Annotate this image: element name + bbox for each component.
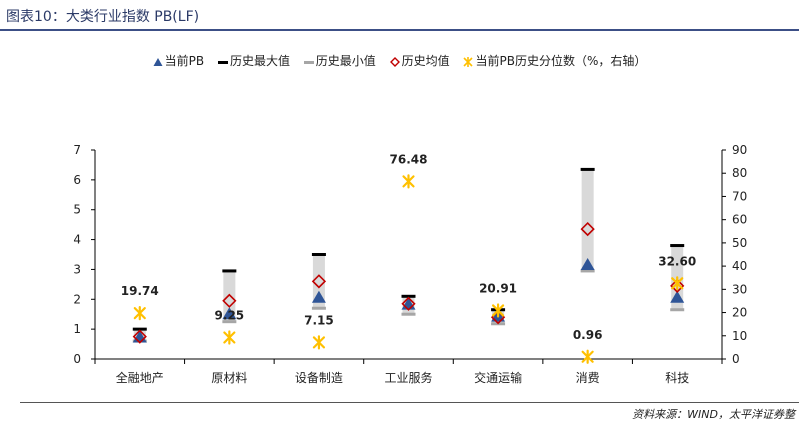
diamond-icon [389, 56, 400, 67]
title-rule [0, 29, 799, 31]
legend-label-min: 历史最小值 [315, 54, 376, 68]
left-tick-label: 4 [73, 233, 81, 247]
percentile-marker [581, 349, 594, 364]
triangle-icon [153, 57, 163, 66]
legend-item-percentile: 当前PB历史分位数（%，右轴） [463, 52, 646, 69]
right-tick-label: 10 [732, 329, 747, 343]
bottom-rule [20, 402, 799, 403]
grey-dash-icon [303, 60, 314, 64]
x-tick-label: 全融地产 [116, 370, 164, 385]
right-tick-label: 40 [732, 259, 747, 273]
max-marker [132, 327, 147, 331]
range-bar [223, 270, 236, 322]
x-tick-label: 科技 [665, 371, 689, 385]
current-pb-marker [580, 257, 595, 270]
x-tick-label: 交通运输 [474, 370, 522, 385]
percentile-data-label: 0.96 [573, 328, 603, 342]
left-tick-label: 6 [73, 173, 81, 187]
min-marker [580, 269, 595, 273]
min-marker [670, 308, 685, 312]
avg-marker [670, 278, 685, 293]
range-bar [312, 254, 325, 309]
left-tick-label: 3 [73, 262, 81, 276]
percentile-data-label: 9.25 [215, 309, 245, 323]
current-pb-marker [670, 290, 685, 303]
legend-item-min: 历史最小值 [303, 52, 376, 69]
percentile-data-label: 19.74 [121, 284, 159, 298]
min-marker [311, 306, 326, 310]
x-tick-label: 原材料 [211, 371, 247, 385]
right-tick-label: 60 [732, 213, 747, 227]
range-bar [581, 169, 594, 271]
max-marker [311, 253, 326, 256]
right-tick-label: 90 [732, 143, 747, 157]
percentile-data-label: 32.60 [658, 254, 696, 268]
percentile-data-label: 20.91 [479, 281, 517, 295]
legend-item-current: 当前PB [153, 52, 204, 69]
legend-label-avg: 历史均值 [401, 54, 450, 68]
max-marker [401, 294, 416, 298]
percentile-marker [402, 174, 415, 189]
percentile-marker [133, 306, 146, 321]
x-tick-label: 消费 [576, 371, 600, 385]
avg-marker [580, 221, 595, 237]
left-tick-label: 0 [73, 352, 81, 366]
avg-marker [222, 293, 237, 308]
right-tick-label: 0 [732, 352, 740, 366]
avg-marker [132, 329, 147, 344]
min-marker [401, 312, 416, 316]
source-note: 资料来源：WIND，太平洋证券整 [632, 408, 795, 421]
min-marker [222, 320, 237, 324]
avg-marker [311, 274, 327, 289]
left-tick-label: 7 [73, 143, 81, 157]
right-tick-label: 80 [732, 166, 747, 180]
percentile-marker [671, 276, 684, 291]
max-marker [580, 167, 595, 171]
legend-item-max: 历史最大值 [217, 52, 290, 69]
avg-marker [401, 296, 416, 311]
max-marker [670, 244, 685, 248]
percentile-marker [223, 330, 236, 345]
right-tick-label: 30 [732, 282, 747, 296]
percentile-data-label: 7.15 [304, 313, 334, 327]
right-tick-label: 50 [732, 236, 747, 250]
left-tick-label: 2 [73, 292, 81, 306]
black-dash-icon [217, 60, 228, 64]
percentile-data-label: 76.48 [390, 152, 428, 166]
star-icon [463, 56, 474, 67]
left-tick-label: 5 [73, 203, 81, 217]
legend: 当前PB 历史最大值 历史最小值 历史均值 当前PB历史分位数（%，右轴） [0, 52, 799, 69]
legend-label-current: 当前PB [164, 54, 205, 68]
current-pb-marker [311, 290, 326, 303]
figure-title: 图表10：大类行业指数 PB(LF) [6, 9, 200, 25]
legend-label-percentile: 当前PB历史分位数（%，右轴） [475, 54, 647, 68]
legend-item-avg: 历史均值 [389, 52, 450, 69]
right-tick-label: 70 [732, 189, 747, 203]
legend-label-max: 历史最大值 [229, 54, 290, 68]
left-tick-label: 1 [73, 322, 81, 336]
current-pb-marker [222, 307, 237, 320]
right-tick-label: 20 [732, 306, 747, 320]
percentile-marker [491, 303, 505, 318]
x-tick-label: 设备制造 [295, 371, 343, 385]
x-tick-label: 工业服务 [384, 370, 432, 385]
percentile-marker [312, 335, 326, 350]
max-marker [222, 269, 237, 273]
